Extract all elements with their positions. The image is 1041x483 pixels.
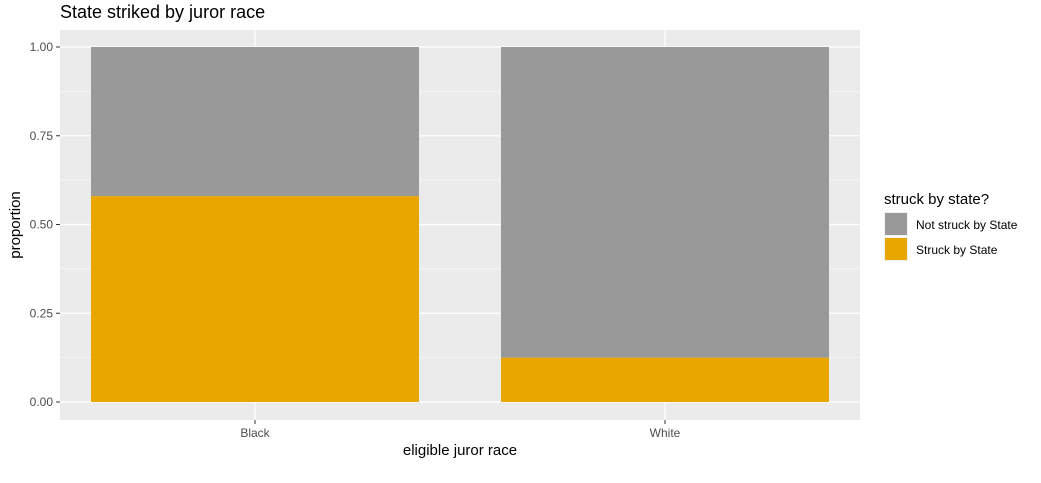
x-axis: Black White bbox=[240, 420, 681, 440]
y-tick-label: 0.50 bbox=[30, 218, 54, 232]
y-tick-label: 0.00 bbox=[30, 395, 54, 409]
x-tick-label: White bbox=[650, 426, 681, 440]
y-tick-label: 1.00 bbox=[30, 40, 54, 54]
bar-white-not-struck-by-state bbox=[501, 47, 829, 358]
legend: struck by state? Not struck by State Stru… bbox=[884, 191, 1018, 261]
bar-white-struck-by-state bbox=[501, 357, 829, 402]
bar-black-not-struck-by-state bbox=[91, 47, 419, 197]
y-tick-label: 0.25 bbox=[30, 306, 54, 320]
y-axis-label: proportion bbox=[7, 191, 24, 259]
bars bbox=[91, 47, 829, 402]
chart-title: State striked by juror race bbox=[60, 2, 265, 22]
x-axis-label: eligible juror race bbox=[403, 442, 517, 459]
x-tick-label: Black bbox=[240, 426, 270, 440]
bar-black-struck-by-state bbox=[91, 196, 419, 402]
y-axis: 0.00 0.25 0.50 0.75 1.00 bbox=[30, 40, 60, 409]
legend-label: Not struck by State bbox=[916, 218, 1018, 232]
legend-title: struck by state? bbox=[884, 191, 989, 208]
y-tick-label: 0.75 bbox=[30, 129, 54, 143]
legend-swatch-not-struck-by-state bbox=[885, 213, 907, 235]
legend-swatch-struck-by-state bbox=[885, 238, 907, 260]
legend-label: Struck by State bbox=[916, 243, 998, 257]
